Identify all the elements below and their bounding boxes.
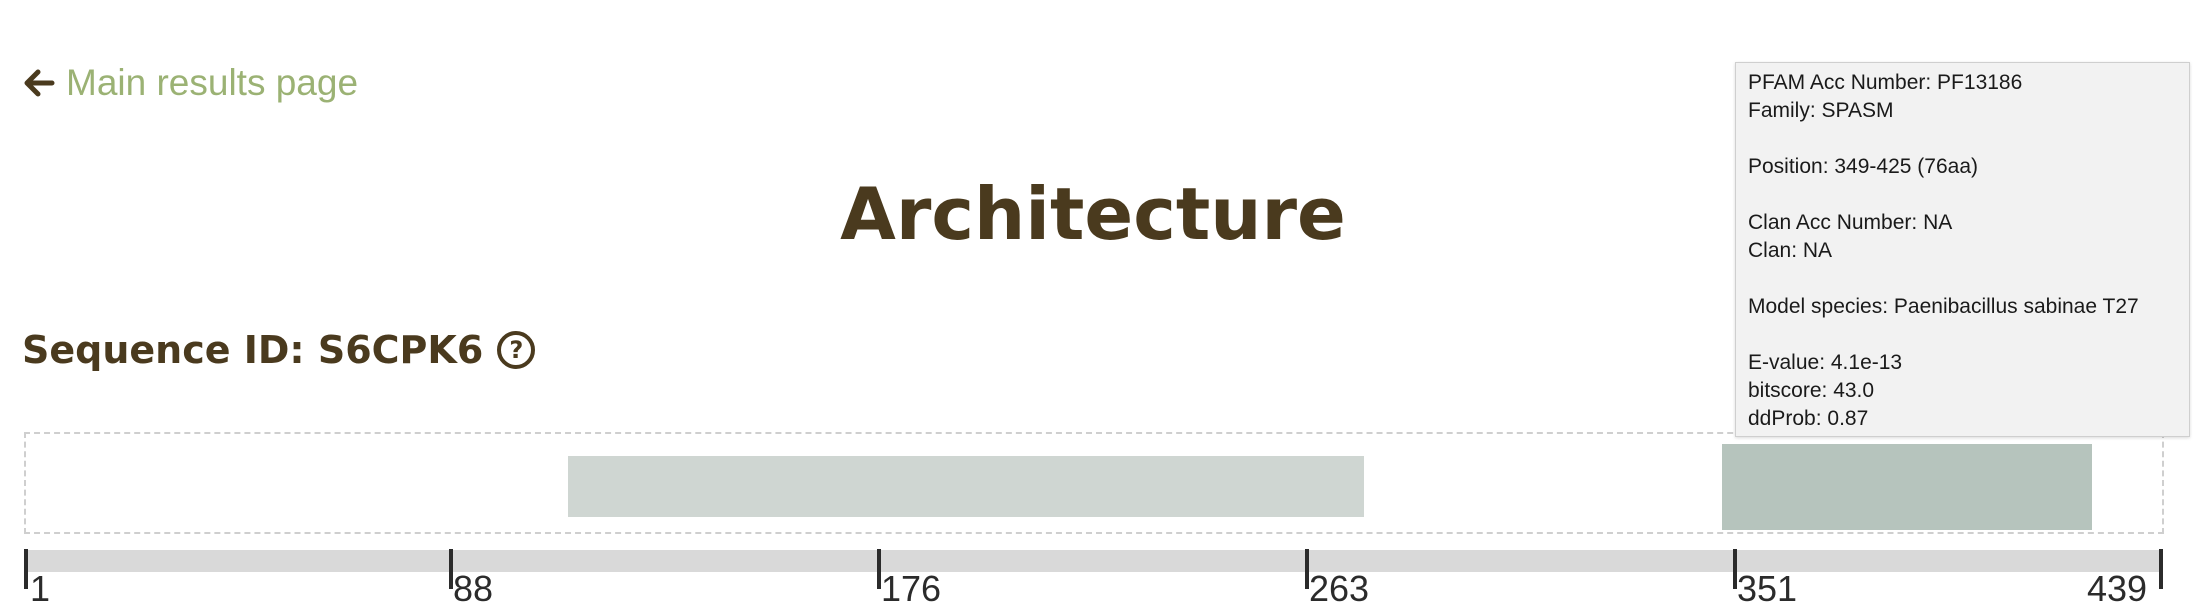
ruler-tick [2159,549,2163,589]
tooltip-evalue: E-value: 4.1e-13 [1748,351,1903,374]
domain-block[interactable] [568,456,1364,517]
tooltip-clan-acc: Clan Acc Number: NA [1748,211,1953,234]
ruler-tick-label: 263 [1309,568,1370,609]
sequence-ruler [26,550,2162,572]
tooltip-family: Family: SPASM [1748,99,1894,122]
ruler-tick-label: 351 [1737,568,1798,609]
ruler-tick-label: 88 [453,568,494,609]
page-title: Architecture [840,172,1346,256]
ruler-tick [449,549,453,589]
main-results-link[interactable]: Main results page [22,62,358,104]
tooltip-ddprob: ddProb: 0.87 [1748,407,1869,430]
domain-tooltip: PFAM Acc Number: PF13186 Family: SPASM P… [1735,62,2190,437]
ruler-tick-label: 439 [2087,568,2148,609]
ruler-tick [1733,549,1737,589]
ruler-tick-label: 176 [881,568,942,609]
help-icon[interactable]: ? [497,331,536,369]
tooltip-model-species: Model species: Paenibacillus sabinae T27 [1748,295,2139,318]
domain-architecture-track [24,432,2164,534]
ruler-tick-label: 1 [30,568,51,609]
ruler-tick [1305,549,1309,589]
domain-block-spasm[interactable] [1722,444,2092,530]
tooltip-pfam-acc: PFAM Acc Number: PF13186 [1748,71,2023,94]
tooltip-position: Position: 349-425 (76aa) [1748,155,1978,178]
main-results-label: Main results page [66,62,359,103]
sequence-id-label: Sequence ID: S6CPK6 [22,328,484,372]
ruler-tick [24,549,28,589]
sequence-id-heading: Sequence ID: S6CPK6 ? [22,328,536,372]
tooltip-bitscore: bitscore: 43.0 [1748,379,1875,402]
ruler-tick [877,549,881,589]
tooltip-clan: Clan: NA [1748,239,1833,262]
arrow-left-icon [24,69,55,97]
